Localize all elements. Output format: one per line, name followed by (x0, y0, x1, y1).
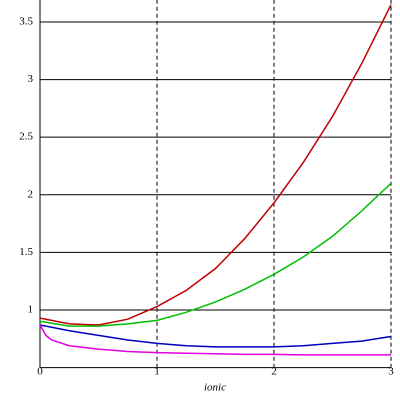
y-tick-label: 3.5 (19, 16, 33, 28)
y-tick-label: 1.5 (19, 246, 33, 258)
x-tick-label: 3 (388, 366, 394, 378)
x-tick-label: 2 (271, 366, 277, 378)
series-line (39, 182, 392, 327)
y-tick-label: 3 (28, 73, 34, 85)
x-tick-label: 0 (37, 366, 43, 378)
series-line (39, 324, 391, 356)
series-line (39, 324, 392, 348)
x-axis-label: ionic (204, 382, 226, 394)
y-tick-label: 1 (28, 304, 34, 316)
y-tick-label: 2 (28, 188, 34, 200)
x-tick-label: 1 (154, 366, 160, 378)
y-tick-label: 2.5 (19, 131, 33, 143)
series-line (39, 4, 392, 326)
